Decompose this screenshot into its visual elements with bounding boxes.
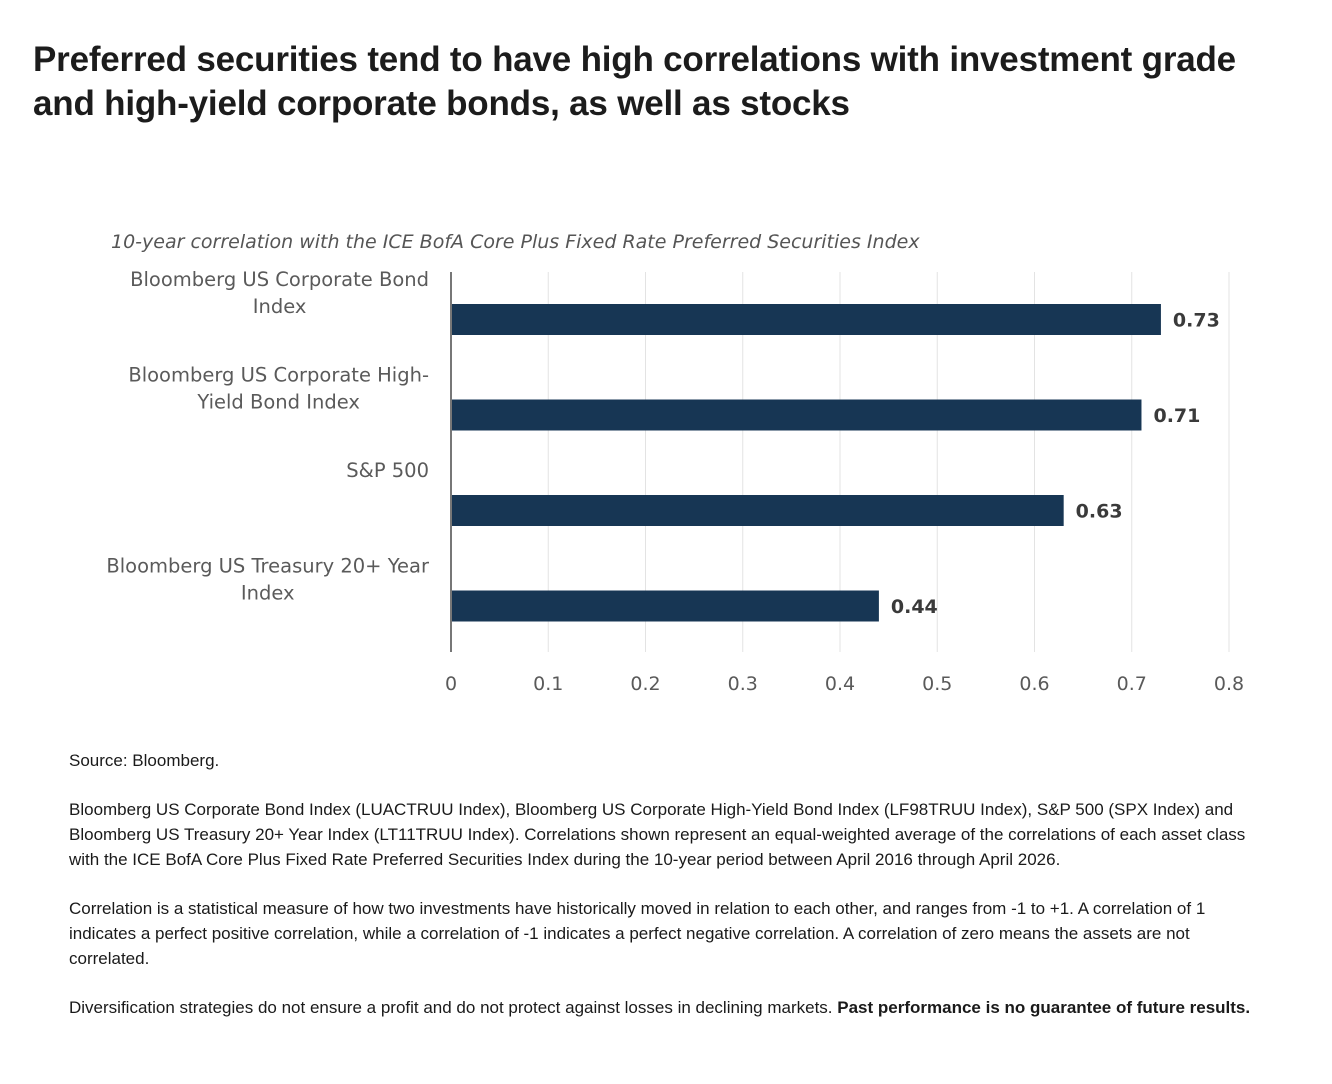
disclaimer-text: Diversification strategies do not ensure… [69,998,833,1017]
chart-labels: 0 0.1 0.2 0.3 0.4 0.5 0.6 0.7 0.8 0.73 Bloomberg U… [106,268,1244,695]
category-label-3-line-1: Index [241,582,295,605]
x-tick-label-7: 0.7 [1117,673,1147,695]
x-tick-label-2: 0.2 [630,673,660,695]
category-label-0-line-1: Index [253,295,307,318]
data-label-1: 0.71 [1153,405,1200,427]
category-label-1-line-1: Yield Bond Index [196,391,360,414]
correlation-bar-chart: 10-year correlation with the ICE BofA Co… [0,220,1332,710]
data-label-2: 0.63 [1076,501,1123,523]
chart-notes: Source: Bloomberg. Bloomberg US Corporat… [69,748,1269,1044]
bar-0 [451,304,1161,335]
index-definitions-note: Bloomberg US Corporate Bond Index (LUACT… [69,800,1246,869]
x-tick-label-5: 0.5 [922,673,952,695]
bar-1 [451,399,1142,431]
category-label-0: Bloomberg US Corporate Bond Index [130,268,429,318]
x-tick-label-3: 0.3 [728,673,758,695]
correlation-definition-note: Correlation is a statistical measure of … [69,899,1206,968]
source-note: Source: Bloomberg. [69,751,220,770]
x-tick-label-0: 0 [445,673,457,695]
x-tick-label-4: 0.4 [825,673,855,695]
category-label-3: Bloomberg US Treasury 20+ Year Index [106,555,430,605]
chart-subtitle: 10-year correlation with the ICE BofA Co… [111,231,920,253]
chart-bars [451,304,1161,622]
disclaimer-note: Diversification strategies do not ensure… [69,995,1269,1020]
category-label-1-line-0: Bloomberg US Corporate High- [128,364,429,387]
x-tick-label-6: 0.6 [1019,673,1049,695]
data-label-0: 0.73 [1173,310,1220,332]
x-tick-label-1: 0.1 [533,673,563,695]
category-label-0-line-0: Bloomberg US Corporate Bond [130,268,429,291]
category-label-1: Bloomberg US Corporate High- Yield Bond I… [128,364,429,414]
category-label-2-line-0: S&P 500 [346,459,429,482]
past-performance-text: Past performance is no guarantee of futu… [837,998,1251,1017]
page-headline: Preferred securities tend to have high c… [33,40,1236,123]
chart-gridlines [547,272,1230,652]
category-label-2: S&P 500 [346,459,429,482]
bar-3 [451,590,879,622]
bar-2 [451,495,1064,526]
x-tick-label-8: 0.8 [1214,673,1244,695]
data-label-3: 0.44 [891,596,938,618]
category-label-3-line-0: Bloomberg US Treasury 20+ Year [106,555,430,578]
